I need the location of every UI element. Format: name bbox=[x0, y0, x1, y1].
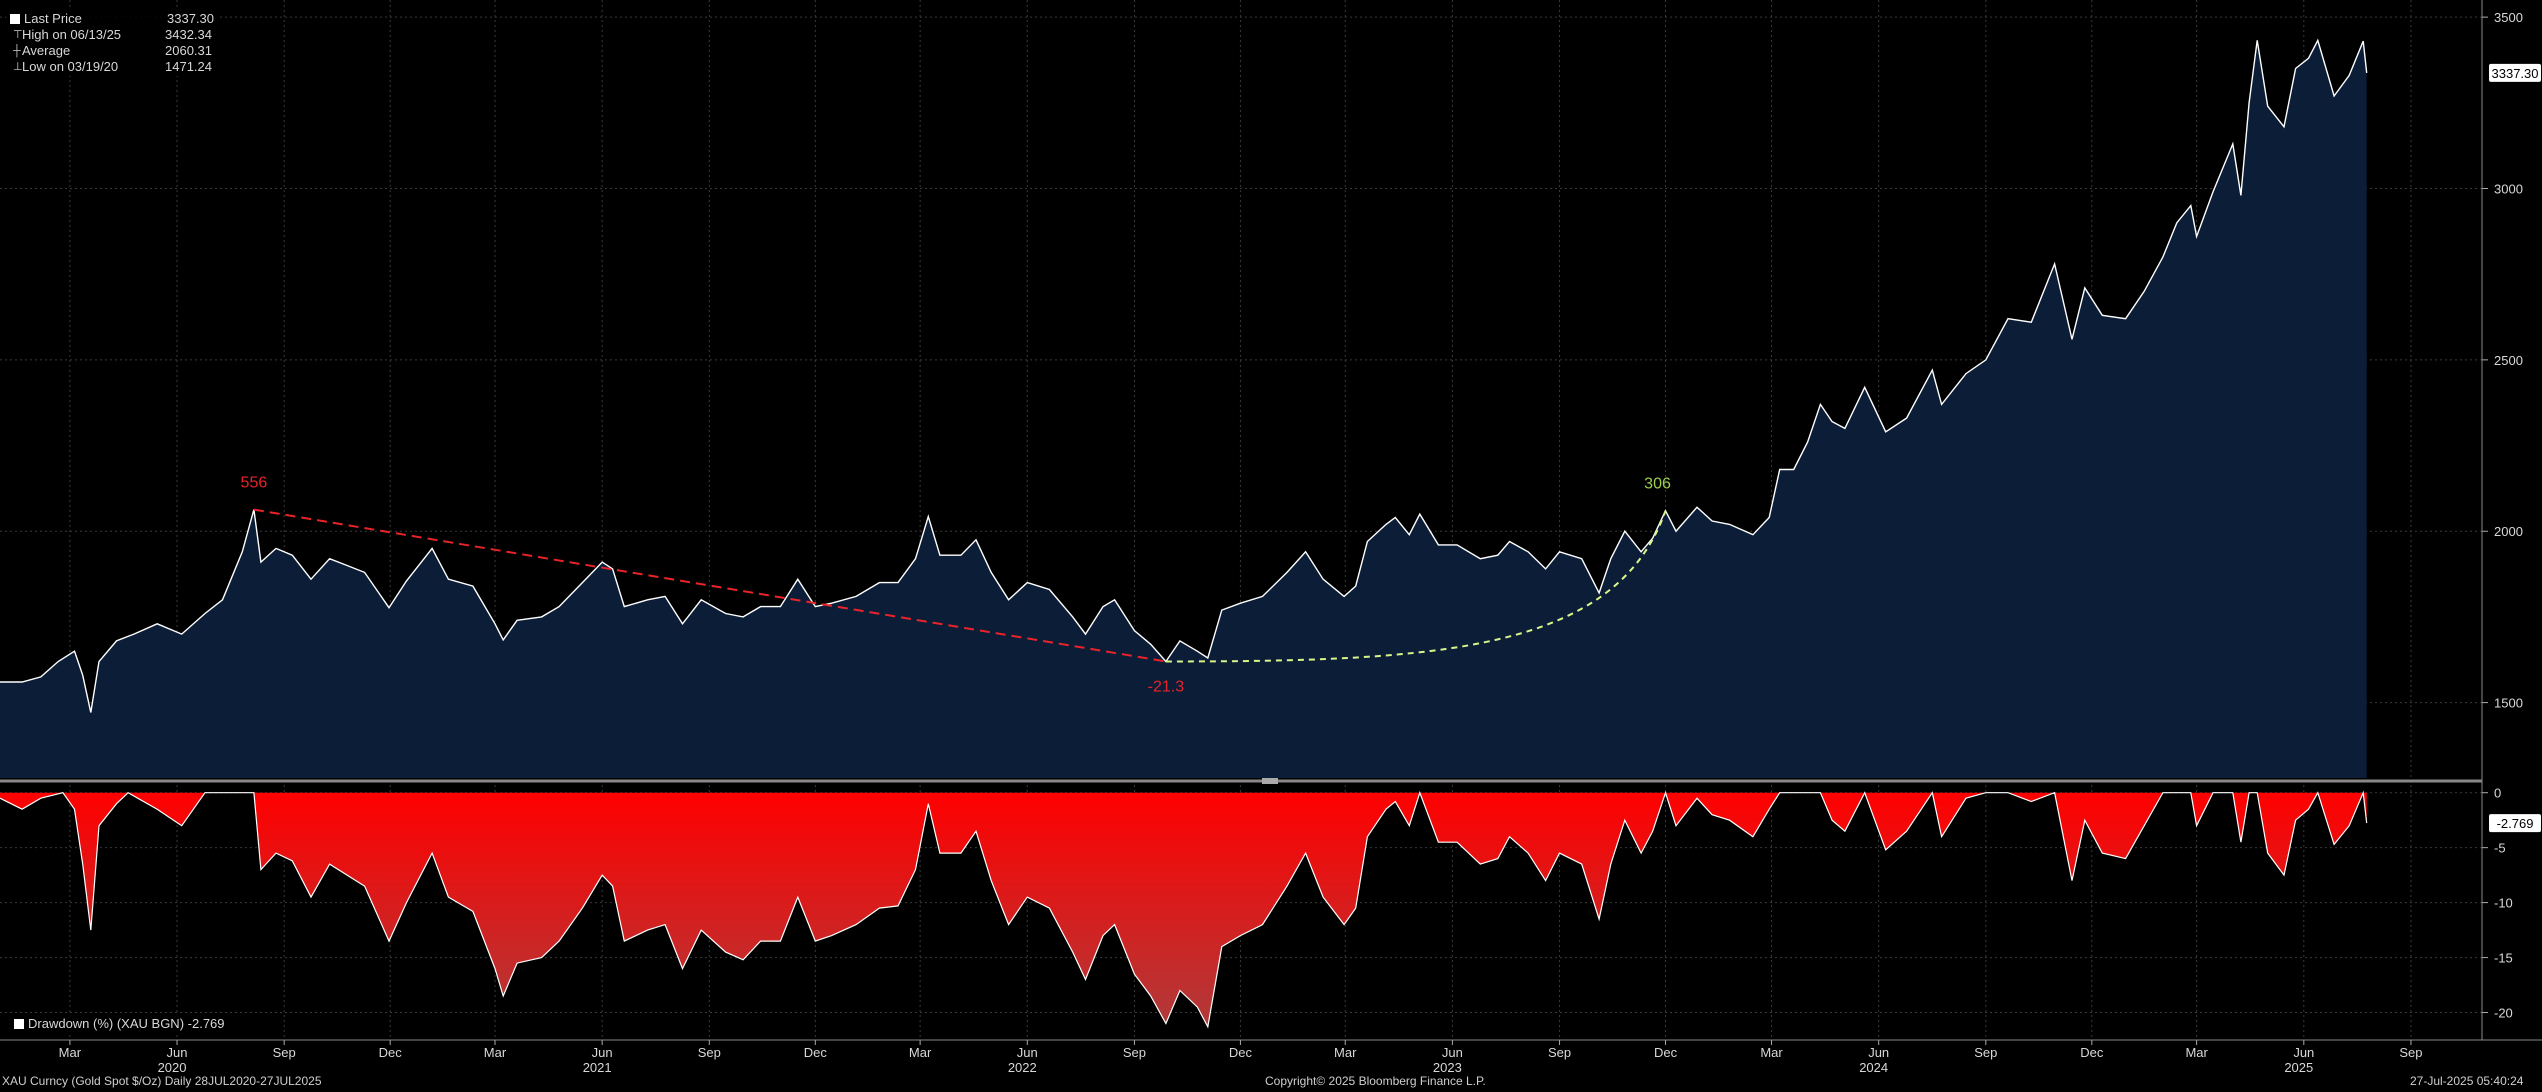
legend-square-icon bbox=[14, 1019, 24, 1029]
legend-item-low: ⊥ Low on 03/19/20 1471.24 bbox=[10, 59, 214, 75]
price-tick-label: 2500 bbox=[2494, 353, 2523, 368]
x-year-label: 2023 bbox=[1433, 1060, 1462, 1075]
drawdown-line bbox=[0, 790, 2368, 1029]
x-month-label: Jun bbox=[1868, 1045, 1889, 1060]
x-month-label: Mar bbox=[59, 1045, 82, 1060]
legend-value: 3337.30 bbox=[167, 11, 214, 26]
legend-label: High on 06/13/25 bbox=[22, 27, 122, 42]
drawdown-legend-label: Drawdown (%) (XAU BGN) bbox=[28, 1016, 185, 1031]
trend-end-label: -21.3 bbox=[1148, 678, 1185, 695]
x-month-label: Mar bbox=[2185, 1045, 2208, 1060]
x-month-label: Sep bbox=[1123, 1045, 1146, 1060]
trend-start-label: 556 bbox=[241, 475, 268, 492]
x-year-label: 2025 bbox=[2284, 1060, 2313, 1075]
x-month-label: Mar bbox=[1334, 1045, 1357, 1060]
last-drawdown-tag: -2.769 bbox=[2497, 816, 2534, 831]
drawdown-tick-label: -10 bbox=[2494, 896, 2513, 911]
drawdown-legend: Drawdown (%) (XAU BGN) -2.769 bbox=[10, 1015, 229, 1033]
x-year-label: 2022 bbox=[1008, 1060, 1037, 1075]
x-month-label: Dec bbox=[804, 1045, 828, 1060]
x-month-label: Sep bbox=[2399, 1045, 2422, 1060]
price-tick-label: 1500 bbox=[2494, 696, 2523, 711]
x-month-label: Sep bbox=[1974, 1045, 1997, 1060]
legend-value: 3432.34 bbox=[165, 27, 212, 42]
annotations: 556 -21.3 306 bbox=[241, 475, 1671, 696]
x-month-label: Jun bbox=[167, 1045, 188, 1060]
x-year-label: 2024 bbox=[1859, 1060, 1888, 1075]
panel-resize-handle bbox=[1262, 778, 1278, 784]
low-marker-icon: ⊥ bbox=[10, 61, 23, 73]
x-month-label: Dec bbox=[379, 1045, 403, 1060]
high-marker-icon: ⊤ bbox=[10, 29, 23, 41]
x-month-label: Jun bbox=[1017, 1045, 1038, 1060]
last-drawdown-tag-bg bbox=[2489, 814, 2541, 833]
legend-item-high: ⊤ High on 06/13/25 3432.34 bbox=[10, 27, 214, 43]
price-tick-label: 2000 bbox=[2494, 524, 2523, 539]
footer-left: XAU Curncy (Gold Spot $/Oz) Daily 28JUL2… bbox=[2, 1074, 322, 1088]
recovery-label: 306 bbox=[1644, 476, 1671, 493]
price-legend: Last Price 3337.30 ⊤ High on 06/13/25 34… bbox=[6, 10, 218, 76]
legend-label: Last Price bbox=[24, 11, 82, 26]
price-tick-label: 3000 bbox=[2494, 182, 2523, 197]
legend-label: Low on 03/19/20 bbox=[22, 59, 119, 74]
x-month-label: Dec bbox=[1229, 1045, 1253, 1060]
x-month-label: Jun bbox=[2293, 1045, 2314, 1060]
price-tick-label: 3500 bbox=[2494, 10, 2523, 25]
legend-label: Average bbox=[22, 43, 71, 58]
legend-value: 1471.24 bbox=[165, 59, 212, 74]
price-area bbox=[0, 40, 2367, 779]
footer-right: 27-Jul-2025 05:40:24 bbox=[2410, 1074, 2524, 1088]
drawdown-tick-label: -5 bbox=[2494, 841, 2506, 856]
x-month-label: Mar bbox=[909, 1045, 932, 1060]
x-month-label: Dec bbox=[2080, 1045, 2104, 1060]
trend-line bbox=[253, 508, 1167, 663]
legend-value: 2060.31 bbox=[165, 43, 212, 58]
legend-item-last-price: Last Price 3337.30 bbox=[10, 11, 214, 27]
average-marker-icon: ┼ bbox=[10, 45, 21, 57]
last-price-tag: 3337.30 bbox=[2492, 66, 2539, 81]
legend-square-icon bbox=[10, 14, 20, 24]
drawdown-tick-label: 0 bbox=[2494, 786, 2501, 801]
drawdown-area bbox=[0, 792, 2367, 1027]
x-month-label: Mar bbox=[1760, 1045, 1783, 1060]
x-month-label: Sep bbox=[1548, 1045, 1571, 1060]
x-month-label: Jun bbox=[1442, 1045, 1463, 1060]
legend-item-average: ┼ Average 2060.31 bbox=[10, 43, 214, 59]
x-year-label: 2021 bbox=[583, 1060, 612, 1075]
drawdown-tick-label: -20 bbox=[2494, 1006, 2513, 1021]
drawdown-tick-label: -15 bbox=[2494, 951, 2513, 966]
x-year-label: 2020 bbox=[158, 1060, 187, 1075]
x-month-label: Dec bbox=[1654, 1045, 1678, 1060]
price-line bbox=[0, 38, 2368, 713]
drawdown-legend-value: -2.769 bbox=[187, 1016, 225, 1031]
last-price-tag-bg bbox=[2489, 63, 2541, 82]
x-month-label: Mar bbox=[484, 1045, 507, 1060]
drawdown-panel bbox=[0, 790, 2368, 1029]
footer-center: Copyright© 2025 Bloomberg Finance L.P. bbox=[1265, 1074, 1486, 1088]
x-month-label: Sep bbox=[273, 1045, 296, 1060]
recovery-curve bbox=[1165, 510, 1667, 663]
price-panel bbox=[0, 38, 2368, 779]
x-month-label: Sep bbox=[698, 1045, 721, 1060]
x-month-label: Jun bbox=[592, 1045, 613, 1060]
